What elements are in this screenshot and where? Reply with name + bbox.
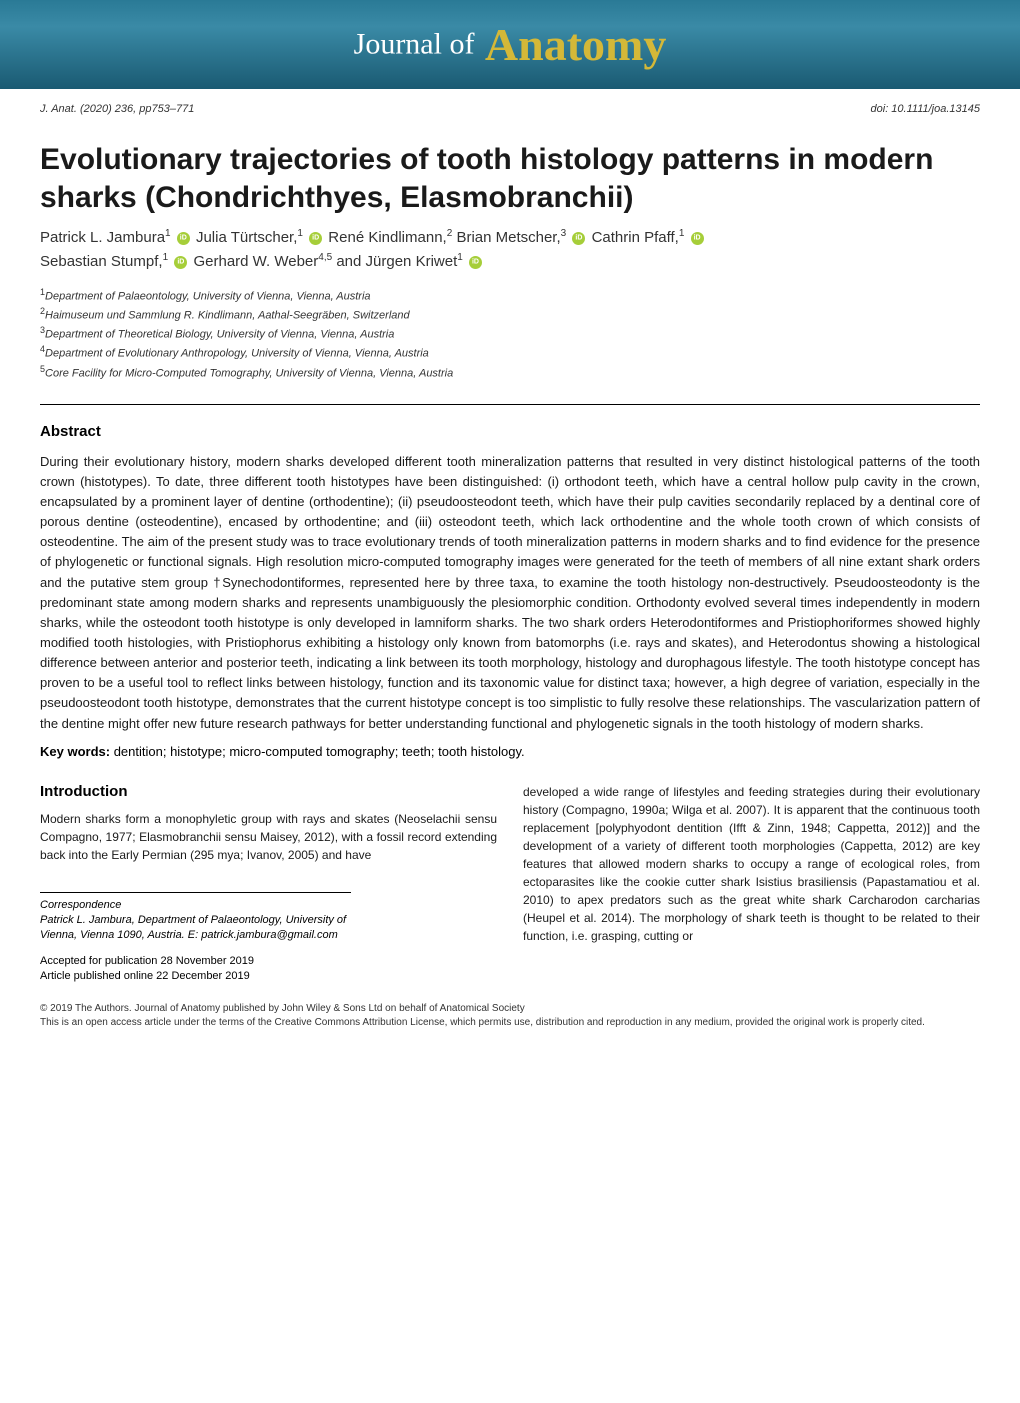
introduction-heading: Introduction xyxy=(40,783,497,800)
published-text: Article published online 22 December 201… xyxy=(40,970,250,982)
affil-text: Core Facility for Micro-Computed Tomogra… xyxy=(45,367,453,379)
affiliation: 4Department of Evolutionary Anthropology… xyxy=(40,343,980,362)
author: and Jürgen Kriwet1 xyxy=(336,253,484,270)
author-name: Brian Metscher, xyxy=(456,229,560,246)
author-name: Patrick L. Jambura xyxy=(40,229,165,246)
orcid-icon[interactable] xyxy=(572,232,585,245)
affiliations: 1Department of Palaeontology, University… xyxy=(0,286,1020,382)
author: René Kindlimann,2 xyxy=(328,229,452,246)
orcid-icon[interactable] xyxy=(469,256,482,269)
right-column: developed a wide range of lifestyles and… xyxy=(523,783,980,985)
author-sup: 1 xyxy=(297,228,303,239)
author: Cathrin Pfaff,1 xyxy=(592,229,706,246)
correspondence-label: Correspondence xyxy=(40,899,351,911)
doi: doi: 10.1111/joa.13145 xyxy=(871,103,980,115)
meta-row: J. Anat. (2020) 236, pp753–771 doi: 10.1… xyxy=(0,89,1020,141)
keywords: Key words: dentition; histotype; micro-c… xyxy=(40,744,980,759)
authors-block: Patrick L. Jambura1 Julia Türtscher,1 Re… xyxy=(0,226,1020,274)
accepted-text: Accepted for publication 28 November 201… xyxy=(40,955,254,967)
author: Julia Türtscher,1 xyxy=(196,229,324,246)
dates-block: Accepted for publication 28 November 201… xyxy=(40,954,497,985)
two-column-body: Introduction Modern sharks form a monoph… xyxy=(0,783,1020,985)
affiliation: 1Department of Palaeontology, University… xyxy=(40,286,980,305)
abstract-section: Abstract During their evolutionary histo… xyxy=(0,405,1020,759)
author-name: Julia Türtscher, xyxy=(196,229,297,246)
author-sup: 3 xyxy=(561,228,567,239)
author-name: and Jürgen Kriwet xyxy=(336,253,457,270)
author-sup: 1 xyxy=(679,228,685,239)
correspondence-text: Patrick L. Jambura, Department of Palaeo… xyxy=(40,913,351,944)
abstract-heading: Abstract xyxy=(40,423,980,440)
orcid-icon[interactable] xyxy=(177,232,190,245)
left-column: Introduction Modern sharks form a monoph… xyxy=(40,783,497,985)
author-name: Sebastian Stumpf, xyxy=(40,253,163,270)
license-text: This is an open access article under the… xyxy=(40,1016,980,1030)
footer-license: © 2019 The Authors. Journal of Anatomy p… xyxy=(0,984,1020,1030)
copyright: © 2019 The Authors. Journal of Anatomy p… xyxy=(40,1002,980,1016)
citation: J. Anat. (2020) 236, pp753–771 xyxy=(40,103,194,115)
affil-text: Department of Evolutionary Anthropology,… xyxy=(45,348,429,360)
keywords-text: dentition; histotype; micro-computed tom… xyxy=(110,744,525,759)
author-name: Gerhard W. Weber xyxy=(193,253,318,270)
orcid-icon[interactable] xyxy=(309,232,322,245)
journal-name: Anatomy xyxy=(485,19,666,70)
affil-text: Haimuseum und Sammlung R. Kindlimann, Aa… xyxy=(45,310,410,322)
journal-of-text: Journal of xyxy=(354,28,475,61)
affiliation: 2Haimuseum und Sammlung R. Kindlimann, A… xyxy=(40,305,980,324)
published-date: Article published online 22 December 201… xyxy=(40,969,497,984)
keywords-label: Key words: xyxy=(40,744,110,759)
affiliation: 3Department of Theoretical Biology, Univ… xyxy=(40,324,980,343)
author-name: Cathrin Pfaff, xyxy=(592,229,679,246)
author: Sebastian Stumpf,1 xyxy=(40,253,189,270)
orcid-icon[interactable] xyxy=(691,232,704,245)
author-sup: 2 xyxy=(447,228,453,239)
intro-paragraph-right: developed a wide range of lifestyles and… xyxy=(523,783,980,945)
author: Patrick L. Jambura1 xyxy=(40,229,192,246)
affil-text: Department of Theoretical Biology, Unive… xyxy=(45,329,394,341)
author-sup: 1 xyxy=(165,228,171,239)
author: Brian Metscher,3 xyxy=(456,229,587,246)
author: Gerhard W. Weber4,5 xyxy=(193,253,332,270)
author-sup: 1 xyxy=(163,252,169,263)
orcid-icon[interactable] xyxy=(174,256,187,269)
author-name: René Kindlimann, xyxy=(328,229,446,246)
abstract-text: During their evolutionary history, moder… xyxy=(40,452,980,734)
journal-banner: Journal of Anatomy xyxy=(0,0,1020,89)
author-sup: 4,5 xyxy=(318,252,332,263)
correspondence-block: Correspondence Patrick L. Jambura, Depar… xyxy=(40,892,351,944)
affil-text: Department of Palaeontology, University … xyxy=(45,291,371,303)
accepted-date: Accepted for publication 28 November 201… xyxy=(40,954,497,969)
author-sup: 1 xyxy=(457,252,463,263)
article-title: Evolutionary trajectories of tooth histo… xyxy=(0,141,1020,216)
affiliation: 5Core Facility for Micro-Computed Tomogr… xyxy=(40,363,980,382)
intro-paragraph-left: Modern sharks form a monophyletic group … xyxy=(40,810,497,864)
